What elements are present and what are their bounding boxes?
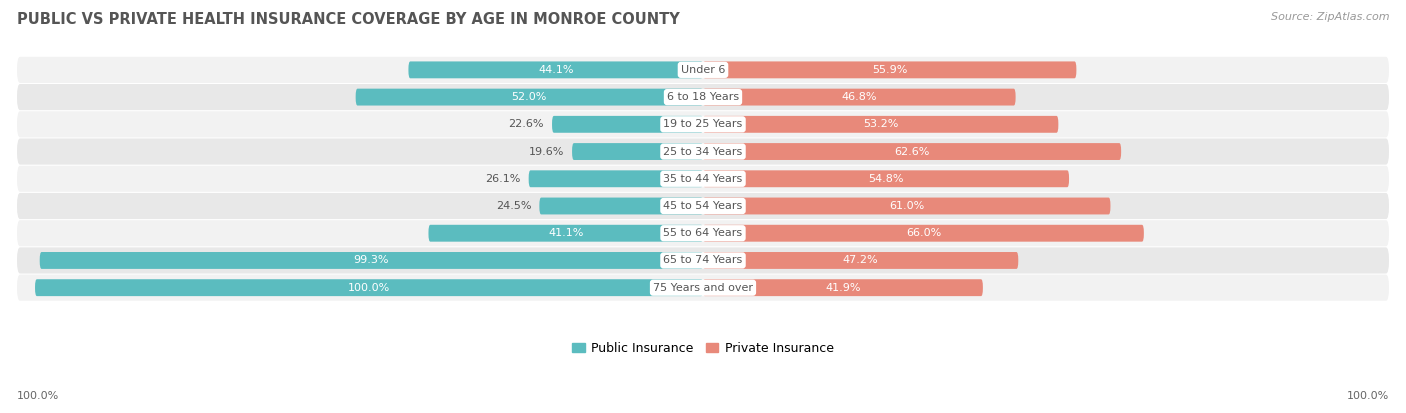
- Text: 99.3%: 99.3%: [353, 256, 389, 266]
- FancyBboxPatch shape: [703, 252, 1018, 269]
- FancyBboxPatch shape: [572, 143, 703, 160]
- FancyBboxPatch shape: [17, 166, 1389, 192]
- FancyBboxPatch shape: [703, 116, 1059, 133]
- Text: 100.0%: 100.0%: [17, 391, 59, 401]
- Text: 6 to 18 Years: 6 to 18 Years: [666, 92, 740, 102]
- FancyBboxPatch shape: [703, 89, 1015, 106]
- FancyBboxPatch shape: [17, 247, 1389, 273]
- Text: 47.2%: 47.2%: [842, 256, 879, 266]
- FancyBboxPatch shape: [356, 89, 703, 106]
- Text: 100.0%: 100.0%: [347, 282, 389, 293]
- Text: 65 to 74 Years: 65 to 74 Years: [664, 256, 742, 266]
- Text: 24.5%: 24.5%: [496, 201, 531, 211]
- FancyBboxPatch shape: [17, 138, 1389, 165]
- FancyBboxPatch shape: [703, 279, 983, 296]
- FancyBboxPatch shape: [703, 225, 1144, 242]
- FancyBboxPatch shape: [35, 279, 703, 296]
- Legend: Public Insurance, Private Insurance: Public Insurance, Private Insurance: [572, 342, 834, 355]
- Text: 41.1%: 41.1%: [548, 228, 583, 238]
- FancyBboxPatch shape: [17, 193, 1389, 219]
- FancyBboxPatch shape: [703, 197, 1111, 214]
- FancyBboxPatch shape: [17, 111, 1389, 138]
- Text: 53.2%: 53.2%: [863, 119, 898, 129]
- Text: 44.1%: 44.1%: [538, 65, 574, 75]
- Text: 75 Years and over: 75 Years and over: [652, 282, 754, 293]
- FancyBboxPatch shape: [703, 143, 1121, 160]
- Text: 55.9%: 55.9%: [872, 65, 907, 75]
- FancyBboxPatch shape: [429, 225, 703, 242]
- Text: 66.0%: 66.0%: [905, 228, 941, 238]
- Text: 54.8%: 54.8%: [869, 174, 904, 184]
- Text: Under 6: Under 6: [681, 65, 725, 75]
- Text: 19.6%: 19.6%: [529, 147, 564, 157]
- Text: 100.0%: 100.0%: [1347, 391, 1389, 401]
- Text: PUBLIC VS PRIVATE HEALTH INSURANCE COVERAGE BY AGE IN MONROE COUNTY: PUBLIC VS PRIVATE HEALTH INSURANCE COVER…: [17, 12, 679, 27]
- Text: 55 to 64 Years: 55 to 64 Years: [664, 228, 742, 238]
- FancyBboxPatch shape: [17, 220, 1389, 246]
- FancyBboxPatch shape: [17, 57, 1389, 83]
- Text: 25 to 34 Years: 25 to 34 Years: [664, 147, 742, 157]
- Text: 35 to 44 Years: 35 to 44 Years: [664, 174, 742, 184]
- Text: 41.9%: 41.9%: [825, 282, 860, 293]
- FancyBboxPatch shape: [17, 84, 1389, 110]
- Text: 26.1%: 26.1%: [485, 174, 520, 184]
- FancyBboxPatch shape: [703, 170, 1069, 187]
- Text: 19 to 25 Years: 19 to 25 Years: [664, 119, 742, 129]
- FancyBboxPatch shape: [553, 116, 703, 133]
- FancyBboxPatch shape: [540, 197, 703, 214]
- Text: 22.6%: 22.6%: [509, 119, 544, 129]
- Text: 62.6%: 62.6%: [894, 147, 929, 157]
- FancyBboxPatch shape: [529, 170, 703, 187]
- Text: 61.0%: 61.0%: [889, 201, 924, 211]
- FancyBboxPatch shape: [703, 62, 1077, 78]
- FancyBboxPatch shape: [17, 275, 1389, 301]
- FancyBboxPatch shape: [39, 252, 703, 269]
- FancyBboxPatch shape: [408, 62, 703, 78]
- Text: 52.0%: 52.0%: [512, 92, 547, 102]
- Text: 46.8%: 46.8%: [842, 92, 877, 102]
- Text: 45 to 54 Years: 45 to 54 Years: [664, 201, 742, 211]
- Text: Source: ZipAtlas.com: Source: ZipAtlas.com: [1271, 12, 1389, 22]
